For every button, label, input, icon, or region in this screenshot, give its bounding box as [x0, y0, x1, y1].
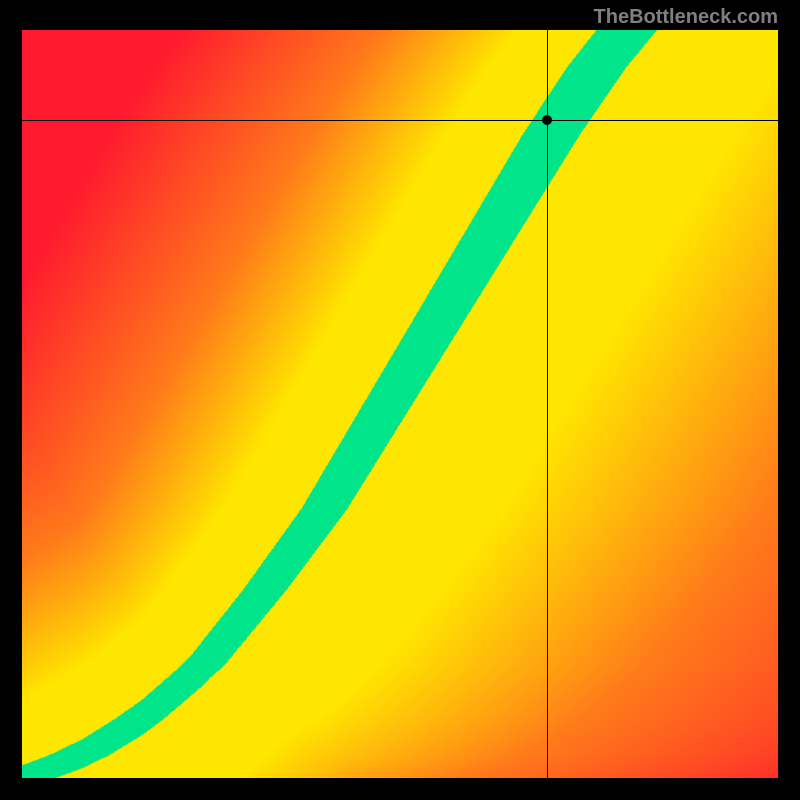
watermark-text: TheBottleneck.com: [594, 6, 778, 29]
crosshair-marker: [542, 115, 552, 125]
heatmap-canvas: [22, 30, 778, 778]
crosshair-vertical: [547, 30, 548, 778]
crosshair-horizontal: [22, 120, 778, 121]
heatmap-plot-area: [22, 30, 778, 778]
